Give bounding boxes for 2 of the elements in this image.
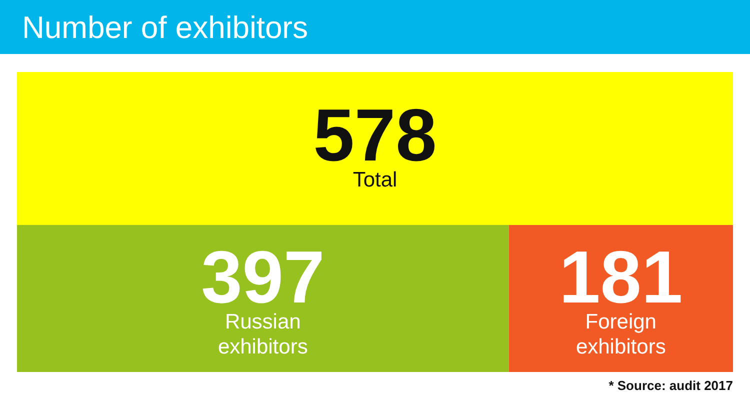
text: * Source: audit 2017: [608, 378, 733, 393]
text: Number of exhibitors: [22, 10, 308, 45]
